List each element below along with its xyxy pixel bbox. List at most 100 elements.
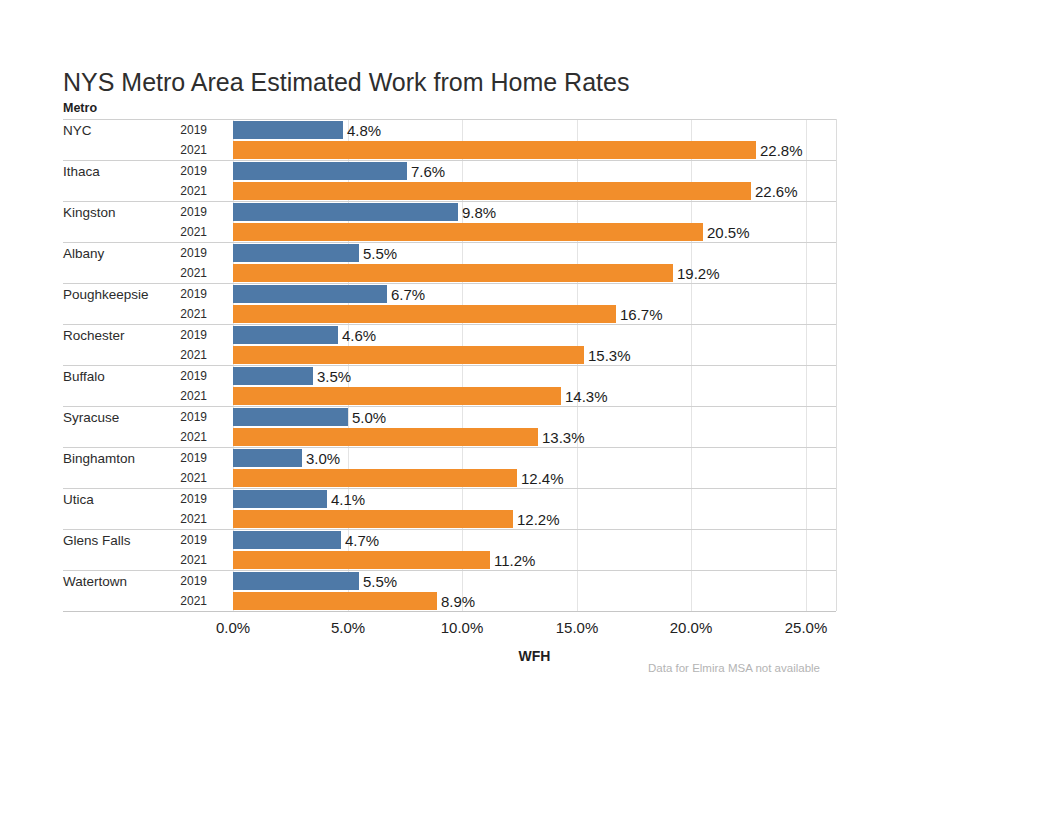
x-tick-label-10.0%: 10.0% (441, 619, 484, 636)
bar-kingston-2019 (233, 203, 458, 221)
bar-value-label-rochester-2021: 15.3% (588, 347, 631, 364)
metro-group-poughkeepsie: Poughkeepsie 2019 6.7% 2021 16.7% (63, 283, 836, 324)
bar-value-label-glens-falls-2019: 4.7% (345, 532, 379, 549)
bar-row-glens-falls-2019: 2019 4.7% (63, 530, 836, 550)
bar-value-label-poughkeepsie-2021: 16.7% (620, 306, 663, 323)
plot-cell: 22.8% (233, 141, 836, 159)
bar-row-rochester-2021: 2021 15.3% (63, 345, 836, 365)
metro-group-rochester: Rochester20194.6%202115.3% (63, 324, 836, 365)
year-label-2021: 2021 (163, 143, 233, 157)
bar-utica-2019 (233, 490, 327, 508)
bar-albany-2019 (233, 244, 359, 262)
year-label-2019: 2019 (163, 492, 233, 506)
plot-cell: 15.3% (233, 346, 836, 364)
bar-value-label-buffalo-2021: 14.3% (565, 388, 608, 405)
bar-value-label-glens-falls-2021: 11.2% (494, 552, 535, 569)
metro-group-buffalo: Buffalo20193.5%202114.3% (63, 365, 836, 406)
metro-label-watertown: Watertown (63, 574, 127, 589)
bar-value-label-syracuse-2019: 5.0% (352, 409, 386, 426)
bar-syracuse-2021 (233, 428, 538, 446)
bar-row-buffalo-2021: 2021 14.3% (63, 386, 836, 406)
bar-value-label-binghamton-2019: 3.0% (306, 450, 340, 467)
x-axis: 0.0%5.0%10.0%15.0%20.0%25.0% (63, 611, 836, 646)
year-label-2021: 2021 (163, 307, 233, 321)
plot-cell: 3.0% (233, 449, 836, 467)
year-label-2019: 2019 (163, 574, 233, 588)
bar-row-syracuse-2021: 2021 13.3% (63, 427, 836, 447)
plot-cell: 20.5% (233, 223, 836, 241)
bar-chart: NYC20194.8%202122.8%Ithaca20197.6%202122… (63, 119, 836, 646)
year-label-2021: 2021 (163, 594, 233, 608)
chart-page: NYS Metro Area Estimated Work from Home … (0, 0, 1056, 816)
bar-value-label-ithaca-2019: 7.6% (411, 163, 445, 180)
year-label-2021: 2021 (163, 266, 233, 280)
bar-row-utica-2021: 202112.2% (63, 509, 836, 529)
bar-value-label-watertown-2021: 8.9% (441, 593, 475, 610)
x-tick-label-20.0%: 20.0% (670, 619, 713, 636)
bar-row-ithaca-2021: 202122.6% (63, 181, 836, 201)
year-label-2021: 2021 (163, 348, 233, 362)
bar-row-binghamton-2019: 20193.0% (63, 448, 836, 468)
plot-cell: 22.6% (233, 182, 836, 200)
plot-right-border (836, 119, 837, 611)
plot-cell: 13.3% (233, 428, 836, 446)
plot-cell: 11.2% (233, 551, 836, 569)
year-label-2021: 2021 (163, 389, 233, 403)
plot-cell: 12.2% (233, 510, 836, 528)
bar-value-label-rochester-2019: 4.6% (342, 327, 376, 344)
metro-label-nyc: NYC (63, 123, 92, 138)
bar-value-label-kingston-2019: 9.8% (462, 204, 496, 221)
bar-buffalo-2019 (233, 367, 313, 385)
bar-value-label-poughkeepsie-2019: 6.7% (391, 286, 425, 303)
year-label-2021: 2021 (163, 471, 233, 485)
bar-row-glens-falls-2021: 2021 11.2% (63, 550, 836, 570)
bar-rochester-2019 (233, 326, 338, 344)
bar-value-label-kingston-2021: 20.5% (707, 224, 750, 241)
plot-cell: 5.5% (233, 244, 836, 262)
metro-label-kingston: Kingston (63, 205, 116, 220)
bar-ithaca-2021 (233, 182, 751, 200)
x-tick-label-15.0%: 15.0% (556, 619, 599, 636)
bar-row-nyc-2019: 20194.8% (63, 120, 836, 140)
year-label-2019: 2019 (163, 533, 233, 547)
x-tick-label-0.0%: 0.0% (216, 619, 250, 636)
year-label-2021: 2021 (163, 430, 233, 444)
metro-label-ithaca: Ithaca (63, 164, 100, 179)
plot-cell: 4.8% (233, 121, 836, 139)
metro-label-binghamton: Binghamton (63, 451, 135, 466)
year-label-2019: 2019 (163, 287, 233, 301)
year-label-2021: 2021 (163, 225, 233, 239)
bar-row-poughkeepsie-2021: 2021 16.7% (63, 304, 836, 324)
bar-syracuse-2019 (233, 408, 348, 426)
metro-label-syracuse: Syracuse (63, 410, 119, 425)
bar-watertown-2021 (233, 592, 437, 610)
bar-ithaca-2019 (233, 162, 407, 180)
metro-column-header: Metro (63, 101, 97, 115)
metro-group-syracuse: Syracuse20195.0%202113.3% (63, 406, 836, 447)
bar-nyc-2019 (233, 121, 343, 139)
plot-cell: 8.9% (233, 592, 836, 610)
year-label-2021: 2021 (163, 553, 233, 567)
bar-value-label-watertown-2019: 5.5% (363, 573, 397, 590)
bar-watertown-2019 (233, 572, 359, 590)
year-label-2019: 2019 (163, 328, 233, 342)
year-label-2019: 2019 (163, 164, 233, 178)
year-label-2019: 2019 (163, 205, 233, 219)
metro-group-watertown: Watertown 2019 5.5% 2021 8.9% (63, 570, 836, 611)
bar-value-label-syracuse-2021: 13.3% (542, 429, 585, 446)
metro-group-binghamton: Binghamton20193.0%202112.4% (63, 447, 836, 488)
year-label-2021: 2021 (163, 184, 233, 198)
chart-title: NYS Metro Area Estimated Work from Home … (63, 68, 629, 97)
metro-label-poughkeepsie: Poughkeepsie (63, 287, 149, 302)
bar-buffalo-2021 (233, 387, 561, 405)
plot-cell: 9.8% (233, 203, 836, 221)
bar-row-binghamton-2021: 202112.4% (63, 468, 836, 488)
bar-row-albany-2021: 2021 19.2% (63, 263, 836, 283)
plot-cell: 5.5% (233, 572, 836, 590)
plot-cell: 12.4% (233, 469, 836, 487)
metro-label-utica: Utica (63, 492, 94, 507)
bar-value-label-albany-2021: 19.2% (677, 265, 720, 282)
metro-label-buffalo: Buffalo (63, 369, 105, 384)
bar-row-ithaca-2019: 2019 7.6% (63, 161, 836, 181)
metro-group-albany: Albany20195.5%202119.2% (63, 242, 836, 283)
